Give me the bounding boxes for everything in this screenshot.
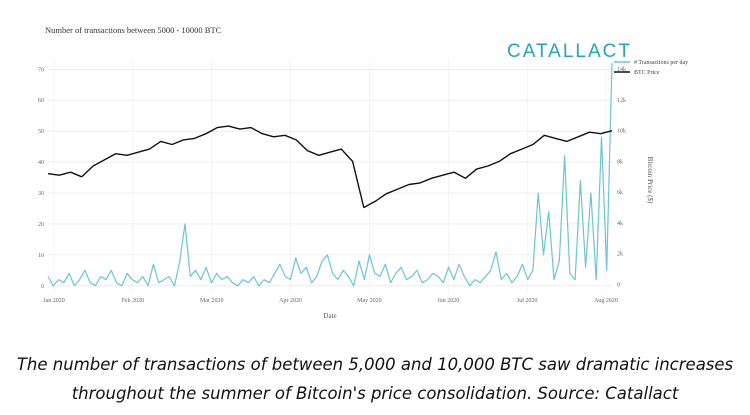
x-axis-label: Date [323,312,336,320]
left-tick-label-4: 40 [38,160,44,166]
caption: The number of transactions of between 5,… [0,350,750,408]
grid [48,60,612,292]
x-tick-label-6: Jul 2020 [517,298,538,304]
right-tick-label-7: 14k [617,67,626,73]
right-tick-label-6: 12k [617,98,626,104]
right-tick-label-2: 4k [617,221,623,227]
x-tick-label-5: Jun 2020 [437,298,459,304]
series-line-btc-price [47,125,613,209]
left-tick-label-3: 30 [38,191,44,197]
x-tick-label-2: Mar 2020 [200,298,224,304]
right-tick-label-3: 6k [617,190,623,196]
caption-line-1: The number of transactions of between 5,… [16,355,734,374]
left-tick-label-0: 0 [41,284,44,290]
right-tick-label-1: 2k [617,252,623,258]
right-tick-label-4: 8k [617,159,623,165]
left-axis: 0 10 20 30 40 50 60 70 [38,67,44,290]
transactions-chart: Number of transactions between 5000 - 10… [38,25,688,320]
legend-label-transactions: # Transactions per day [634,60,688,66]
x-tick-label-0: Jan 2020 [43,298,65,304]
left-tick-label-5: 50 [38,129,44,135]
legend-label-price: BTC Price [634,70,660,76]
chart-title: Number of transactions between 5000 - 10… [45,25,222,35]
x-tick-label-4: May 2020 [357,298,382,304]
x-tick-label-1: Feb 2020 [122,298,145,304]
right-tick-label-0: 0 [617,282,620,288]
x-tick-label-3: Apr 2020 [279,298,302,304]
right-tick-label-5: 10k [617,129,626,135]
caption-line-2: throughout the summer of Bitcoin's price… [71,384,679,403]
left-tick-label-2: 20 [38,222,44,228]
left-tick-label-7: 70 [38,67,44,73]
right-axis-label: Bitcoin Price ($) [646,157,654,204]
x-tick-label-7: Aug 2020 [594,298,618,304]
series-line-transactions [47,63,613,287]
left-tick-label-6: 60 [38,98,44,104]
left-tick-label-1: 10 [38,253,44,259]
series-layer [47,63,613,287]
x-axis: Jan 2020 Feb 2020 Mar 2020 Apr 2020 May 2020… [43,298,618,304]
catallact-logo: CATALLACT [507,41,632,62]
right-axis: 0 2k 4k 6k 8k 10k 12k 14k [617,67,626,288]
legend: # Transactions per day BTC Price [614,60,688,76]
